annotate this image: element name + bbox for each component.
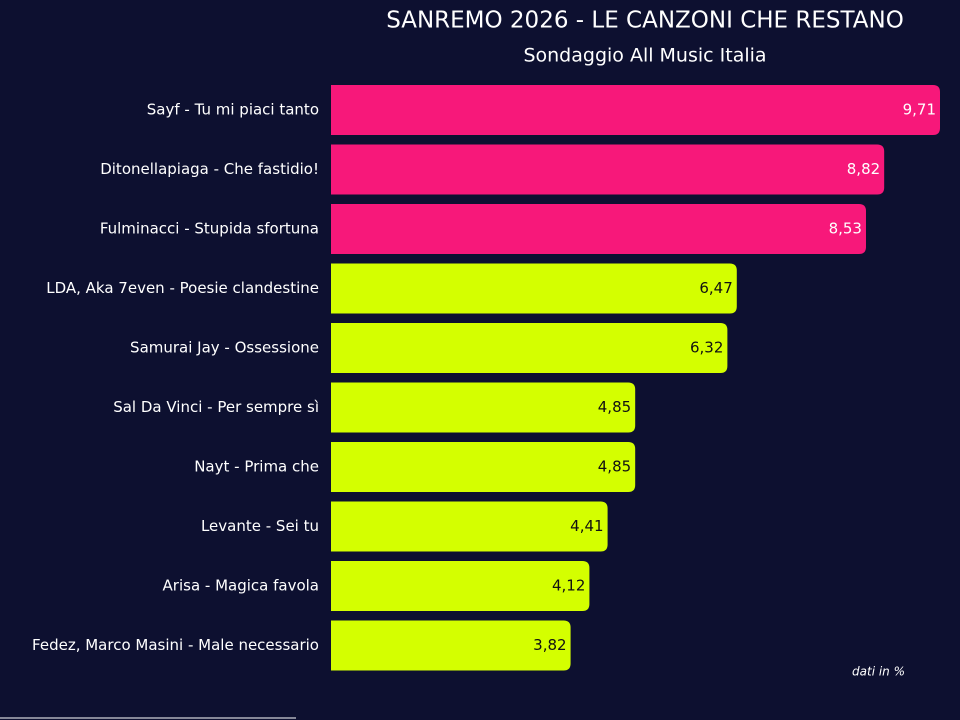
bar	[331, 561, 590, 611]
value-label: 4,85	[598, 458, 631, 476]
bar	[331, 85, 940, 135]
value-label: 6,47	[699, 279, 732, 297]
chart-title: SANREMO 2026 - LE CANZONI CHE RESTANO	[386, 8, 904, 34]
note: dati in %	[852, 665, 905, 679]
bar	[331, 620, 571, 671]
y-tick-label: Sayf - Tu mi piaci tanto	[147, 101, 319, 119]
y-tick-label: Sal Da Vinci - Per sempre sì	[113, 398, 319, 416]
bar	[331, 501, 608, 552]
bar	[331, 144, 885, 195]
chart-subtitle: Sondaggio All Music Italia	[523, 45, 766, 67]
y-tick-label: Nayt - Prima che	[194, 458, 319, 476]
y-tick-label: Fedez, Marco Masini - Male necessario	[32, 636, 319, 654]
bar	[331, 204, 866, 254]
bar	[331, 382, 636, 433]
y-tick-label: Samurai Jay - Ossessione	[130, 339, 319, 357]
value-label: 8,82	[847, 160, 880, 178]
y-tick-label: Levante - Sei tu	[201, 517, 319, 535]
value-label: 6,32	[690, 339, 723, 357]
y-tick-label: Fulminacci - Stupida sfortuna	[100, 220, 319, 238]
value-label: 4,41	[570, 517, 603, 535]
y-tick-label: LDA, Aka 7even - Poesie clandestine	[46, 279, 319, 297]
bar	[331, 263, 737, 314]
bar	[331, 323, 728, 373]
value-label: 4,85	[598, 398, 631, 416]
value-label: 8,53	[829, 220, 862, 238]
y-tick-label: Arisa - Magica favola	[163, 577, 319, 595]
value-label: 3,82	[533, 636, 566, 654]
y-tick-label: Ditonellapiaga - Che fastidio!	[100, 160, 319, 178]
bar	[331, 442, 636, 492]
value-label: 9,71	[903, 101, 936, 119]
value-label: 4,12	[552, 577, 585, 595]
